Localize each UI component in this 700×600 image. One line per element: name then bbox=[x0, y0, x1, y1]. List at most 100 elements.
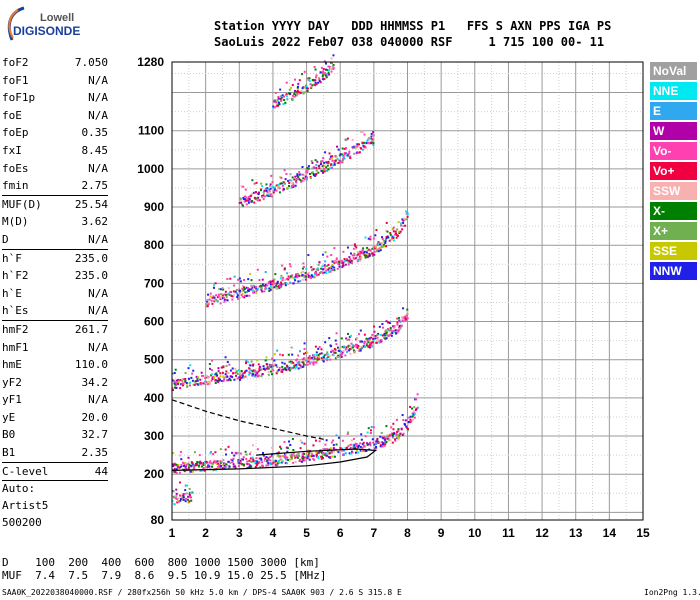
param-value: 0.35 bbox=[81, 126, 109, 140]
echo-point bbox=[401, 228, 404, 231]
echo-point bbox=[398, 326, 401, 329]
echo-point bbox=[350, 262, 353, 265]
echo-point bbox=[402, 221, 405, 224]
echo-point bbox=[256, 460, 259, 463]
echo-point bbox=[350, 447, 353, 450]
echo-point bbox=[267, 457, 270, 460]
echo-point bbox=[310, 274, 313, 277]
echo-point bbox=[325, 166, 328, 169]
echo-point bbox=[333, 247, 336, 250]
echo-point bbox=[396, 317, 399, 320]
echo-point bbox=[375, 440, 378, 443]
echo-point bbox=[214, 469, 217, 472]
echo-point bbox=[324, 341, 327, 344]
echo-point bbox=[384, 334, 387, 337]
echo-point bbox=[331, 269, 334, 272]
echo-point bbox=[196, 463, 199, 466]
param-name: yE bbox=[2, 410, 16, 424]
echo-point bbox=[179, 450, 182, 453]
echo-point bbox=[298, 178, 301, 181]
echo-point bbox=[330, 441, 333, 444]
echo-point bbox=[238, 296, 241, 299]
echo-point bbox=[370, 425, 373, 428]
echo-point bbox=[371, 138, 374, 141]
echo-point bbox=[348, 256, 351, 259]
echo-point bbox=[350, 439, 353, 442]
x-tick-label: 6 bbox=[337, 526, 344, 540]
echo-point bbox=[400, 224, 403, 227]
echo-point bbox=[260, 458, 263, 461]
echo-point bbox=[393, 432, 396, 435]
echo-point bbox=[285, 456, 288, 459]
echo-point bbox=[315, 351, 318, 354]
echo-point bbox=[252, 460, 255, 463]
echo-point bbox=[373, 250, 376, 253]
echo-point bbox=[402, 224, 405, 227]
logo-digisonde: DIGISONDE bbox=[13, 24, 81, 38]
echo-point bbox=[256, 359, 259, 362]
echo-point bbox=[209, 460, 212, 463]
echo-point bbox=[341, 345, 344, 348]
echo-point bbox=[379, 249, 382, 252]
echo-point bbox=[312, 268, 315, 271]
echo-point bbox=[306, 171, 309, 174]
echo-point bbox=[261, 283, 264, 286]
echo-point bbox=[269, 455, 272, 458]
echo-point bbox=[326, 353, 329, 356]
echo-point bbox=[219, 288, 222, 291]
echo-point bbox=[226, 277, 229, 280]
echo-point bbox=[364, 146, 367, 149]
echo-point bbox=[293, 454, 296, 457]
echo-point bbox=[251, 179, 254, 182]
echo-point bbox=[348, 349, 351, 352]
x-tick-label: 5 bbox=[303, 526, 310, 540]
echo-point bbox=[286, 272, 289, 275]
param-name: fxI bbox=[2, 143, 22, 157]
param-value: N/A bbox=[88, 73, 108, 87]
echo-point bbox=[372, 441, 375, 444]
echo-point bbox=[209, 451, 212, 454]
echo-point bbox=[282, 368, 285, 371]
echo-point bbox=[192, 369, 195, 372]
echo-point bbox=[340, 449, 343, 452]
echo-point bbox=[304, 271, 307, 274]
echo-point bbox=[176, 500, 179, 503]
echo-point bbox=[357, 253, 360, 256]
echo-point bbox=[333, 162, 336, 165]
echo-point bbox=[312, 173, 315, 176]
echo-point bbox=[262, 198, 265, 201]
echo-point bbox=[219, 375, 222, 378]
echo-point bbox=[315, 167, 318, 170]
echo-point bbox=[392, 226, 395, 229]
param-value: 261.7 bbox=[74, 322, 108, 336]
echo-point bbox=[182, 464, 185, 467]
echo-point bbox=[343, 151, 346, 154]
echo-point bbox=[338, 349, 341, 352]
echo-point bbox=[280, 368, 283, 371]
echo-point bbox=[379, 445, 382, 448]
echo-point bbox=[384, 240, 387, 243]
echo-point bbox=[329, 270, 332, 273]
echo-point bbox=[276, 285, 279, 288]
echo-point bbox=[295, 178, 298, 181]
echo-point bbox=[212, 295, 215, 298]
echo-point bbox=[300, 90, 303, 93]
echo-point bbox=[258, 461, 261, 464]
echo-point bbox=[302, 459, 305, 462]
echo-point bbox=[343, 258, 346, 261]
echo-point bbox=[279, 277, 282, 280]
echo-point bbox=[342, 261, 345, 264]
echo-point bbox=[302, 365, 305, 368]
echo-point bbox=[260, 284, 263, 287]
echo-point bbox=[197, 464, 200, 467]
echo-point bbox=[296, 174, 299, 177]
echo-point bbox=[304, 175, 307, 178]
echo-point bbox=[362, 441, 365, 444]
echo-point bbox=[338, 347, 341, 350]
echo-point bbox=[349, 157, 352, 160]
echo-point bbox=[407, 420, 410, 423]
echo-point bbox=[398, 436, 401, 439]
echo-point bbox=[360, 256, 363, 259]
echo-point bbox=[225, 453, 228, 456]
echo-point bbox=[219, 372, 222, 375]
